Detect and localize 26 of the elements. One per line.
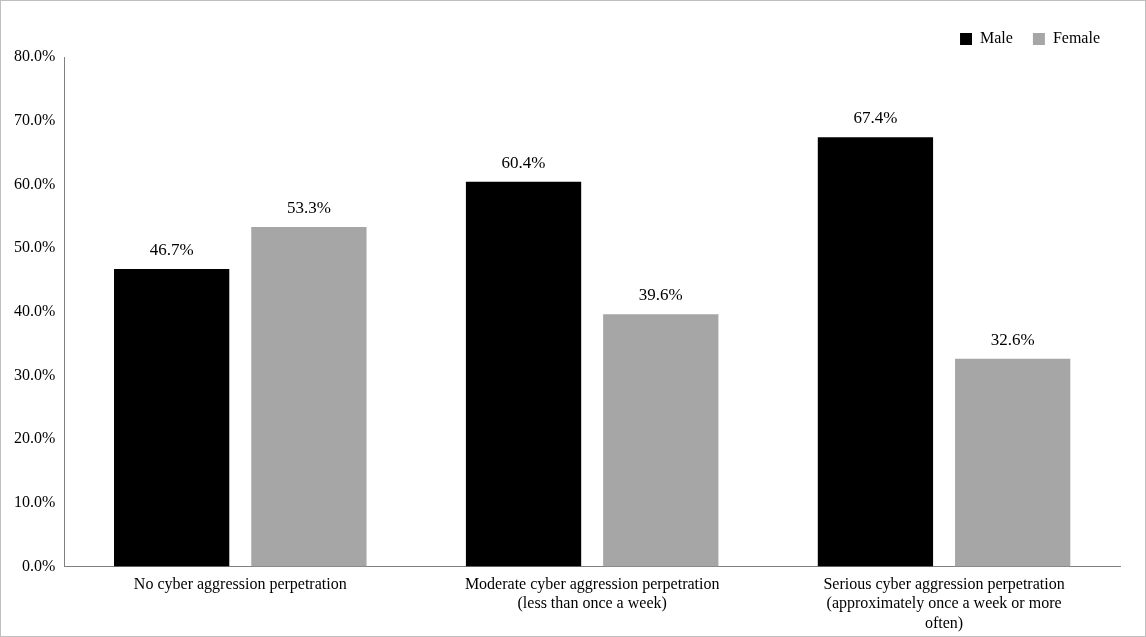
y-tick-label: 80.0% [14, 47, 56, 65]
legend-label: Female [1052, 29, 1100, 47]
data-label: 46.7% [149, 240, 194, 260]
data-label: 53.3% [286, 197, 331, 217]
x-tick-label: Moderate cyber aggression perpetration (less than once a week) [464, 575, 720, 613]
y-tick-label: 0.0% [22, 556, 56, 574]
y-tick-label: 10.0% [14, 492, 56, 510]
x-tick-label: Serious cyber aggression perpetration (approximately once a week or more often) [823, 575, 1065, 632]
data-label: 67.4% [853, 108, 898, 128]
bar [114, 269, 230, 567]
bar [603, 314, 719, 567]
y-tick-label: 70.0% [14, 110, 56, 128]
x-tick-label: No cyber aggression perpetration [133, 575, 347, 594]
data-label: 32.6% [990, 329, 1035, 349]
bar [955, 358, 1071, 567]
y-tick-label: 50.0% [14, 238, 56, 256]
y-tick-label: 20.0% [14, 429, 56, 447]
bar [251, 227, 367, 567]
bar [465, 181, 582, 567]
y-tick-label: 30.0% [14, 365, 56, 383]
data-label: 39.6% [638, 285, 683, 305]
data-label: 60.4% [501, 152, 546, 172]
legend-label: Male [980, 29, 1013, 47]
y-tick-label: 60.0% [14, 174, 56, 192]
y-tick-label: 40.0% [14, 301, 56, 319]
bar [817, 137, 934, 567]
